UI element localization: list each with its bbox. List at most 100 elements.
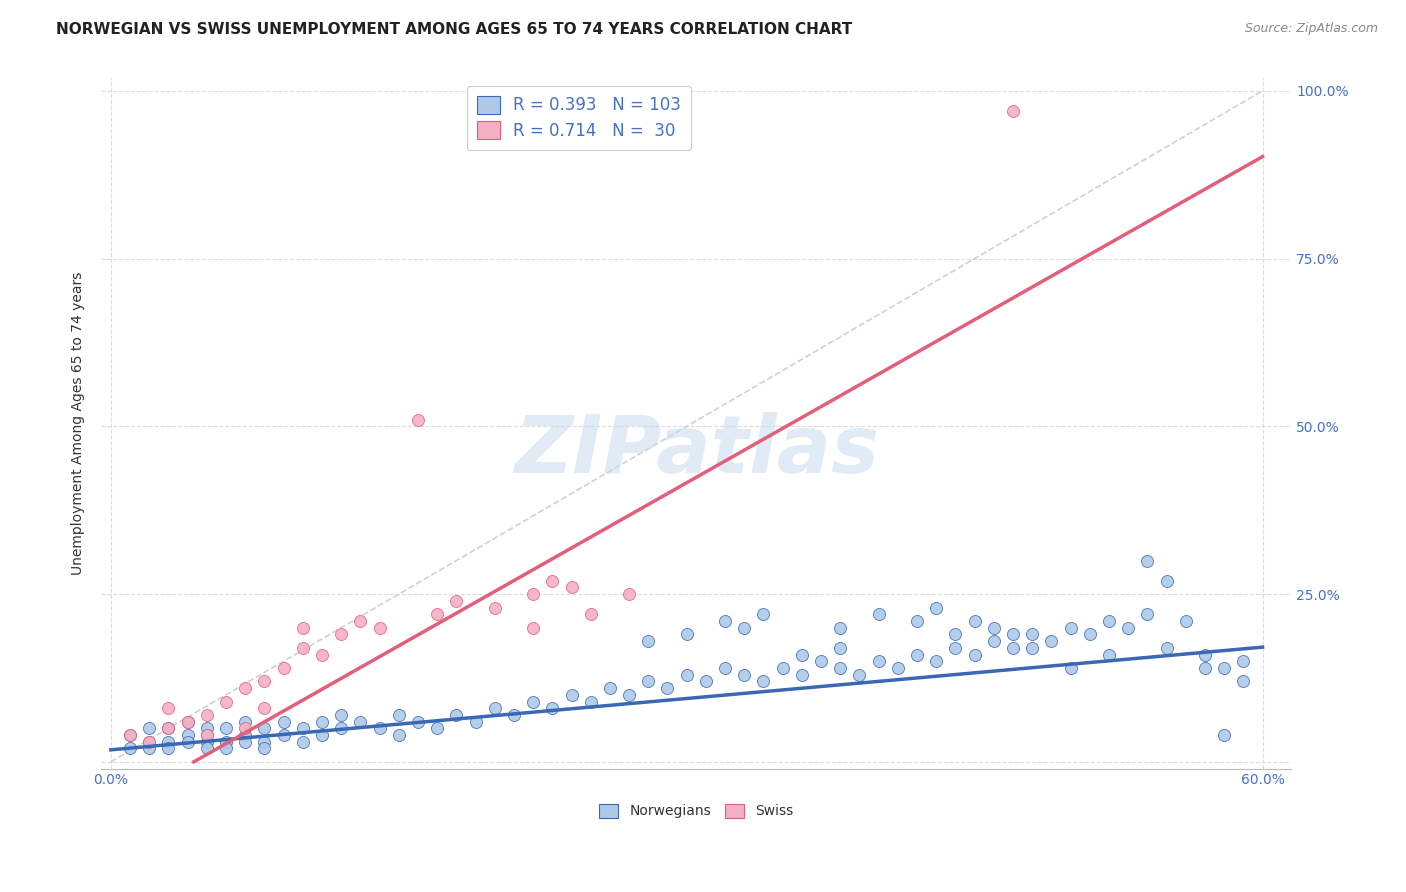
Point [253,674,276,689]
Point [1021,627,1043,641]
Point [406,714,429,729]
Point [176,714,198,729]
Point [118,741,141,756]
Point [887,661,910,675]
Point [176,714,198,729]
Point [291,722,314,736]
Point [1098,648,1121,662]
Point [752,607,775,622]
Point [868,607,890,622]
Point [503,707,526,722]
Point [195,741,218,756]
Point [368,621,391,635]
Point [446,594,468,608]
Point [963,614,986,628]
Point [349,714,371,729]
Legend: Norwegians, Swiss: Norwegians, Swiss [593,798,800,824]
Point [118,728,141,742]
Point [714,661,737,675]
Point [945,640,967,655]
Point [253,741,276,756]
Point [446,707,468,722]
Point [1194,648,1216,662]
Point [253,701,276,715]
Point [733,621,755,635]
Point [464,714,486,729]
Point [790,648,813,662]
Point [695,674,717,689]
Point [330,722,353,736]
Point [157,722,180,736]
Point [579,607,602,622]
Point [1232,674,1254,689]
Point [905,614,928,628]
Point [541,701,564,715]
Point [138,735,160,749]
Point [291,621,314,635]
Point [925,654,948,668]
Point [925,600,948,615]
Point [233,735,256,749]
Point [215,741,238,756]
Point [963,648,986,662]
Point [1156,640,1178,655]
Point [157,741,180,756]
Point [388,728,411,742]
Point [291,735,314,749]
Point [905,648,928,662]
Point [291,640,314,655]
Point [1213,661,1236,675]
Point [1001,640,1024,655]
Point [790,667,813,681]
Point [675,667,697,681]
Point [848,667,870,681]
Point [233,722,256,736]
Point [195,735,218,749]
Text: Source: ZipAtlas.com: Source: ZipAtlas.com [1244,22,1378,36]
Point [138,722,160,736]
Point [118,728,141,742]
Point [522,694,544,708]
Point [176,728,198,742]
Point [138,741,160,756]
Point [195,728,218,742]
Point [830,640,852,655]
Point [273,661,295,675]
Point [157,701,180,715]
Point [657,681,679,695]
Point [560,581,582,595]
Point [1001,627,1024,641]
Point [522,621,544,635]
Point [426,607,449,622]
Point [1194,661,1216,675]
Point [617,688,640,702]
Point [541,574,564,588]
Point [945,627,967,641]
Point [772,661,794,675]
Point [1059,661,1081,675]
Point [560,688,582,702]
Point [830,661,852,675]
Point [1078,627,1101,641]
Point [233,681,256,695]
Point [330,627,353,641]
Point [1021,640,1043,655]
Point [233,728,256,742]
Point [810,654,832,668]
Point [983,621,1005,635]
Point [675,627,697,641]
Point [637,634,659,648]
Point [1156,574,1178,588]
Point [273,728,295,742]
Point [215,694,238,708]
Point [195,728,218,742]
Point [311,728,333,742]
Point [868,654,890,668]
Point [983,634,1005,648]
Point [1232,654,1254,668]
Text: NORWEGIAN VS SWISS UNEMPLOYMENT AMONG AGES 65 TO 74 YEARS CORRELATION CHART: NORWEGIAN VS SWISS UNEMPLOYMENT AMONG AG… [56,22,852,37]
Point [579,694,602,708]
Point [253,722,276,736]
Point [617,587,640,601]
Point [1001,103,1024,118]
